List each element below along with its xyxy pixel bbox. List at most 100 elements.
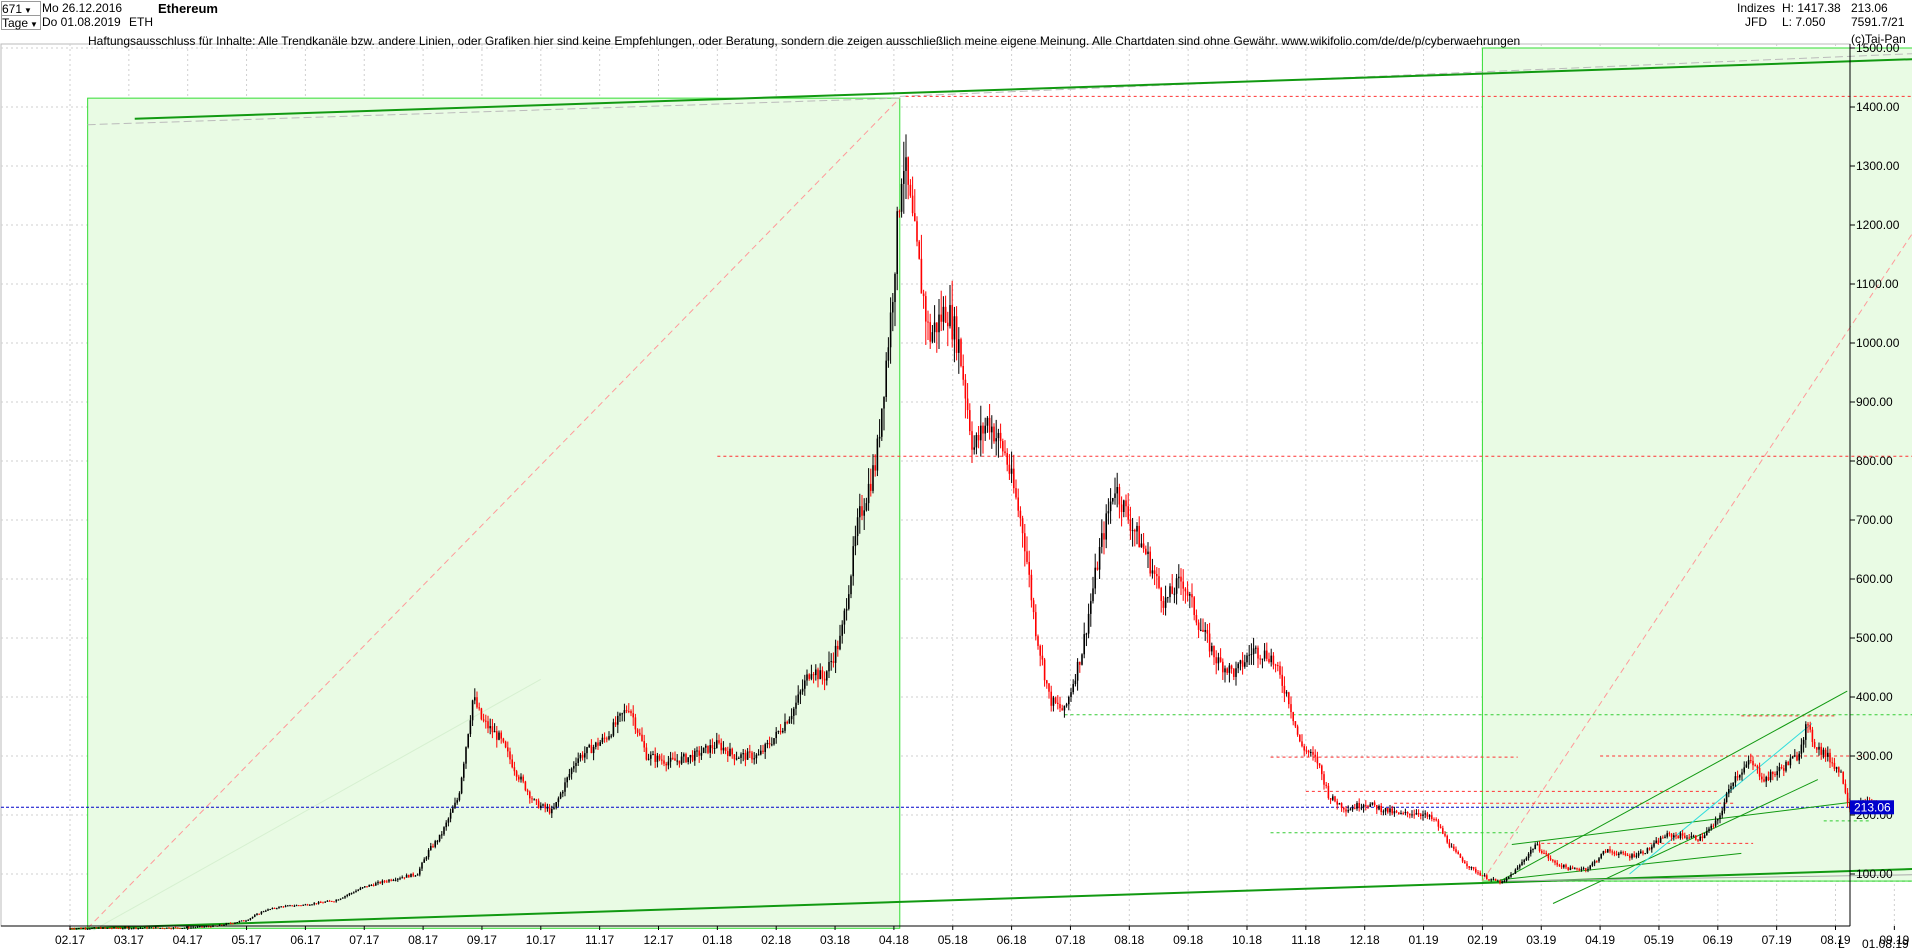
- candle-body: [1739, 774, 1741, 778]
- x-tick-label: 04.19: [1585, 933, 1615, 947]
- candle-body: [1776, 771, 1778, 776]
- current-date: 01.08.19: [1862, 937, 1909, 951]
- candle-body: [306, 904, 309, 906]
- candle-body: [1046, 680, 1048, 684]
- candle-body: [575, 762, 577, 767]
- candle-body: [1442, 828, 1444, 834]
- candle-body: [1318, 763, 1321, 766]
- interval-select[interactable]: Tage ▼: [1, 15, 41, 30]
- candle-body: [276, 908, 278, 910]
- candle-body: [368, 885, 370, 887]
- x-tick-label: 05.17: [232, 933, 262, 947]
- candle-body: [1767, 777, 1770, 781]
- candle-body: [1448, 842, 1451, 847]
- candle-body: [597, 742, 599, 746]
- y-tick-label: 300.00: [1856, 749, 1893, 763]
- candle-body: [71, 928, 73, 930]
- candle-body: [80, 928, 82, 930]
- candle-body: [577, 758, 579, 763]
- candle-body: [392, 879, 395, 881]
- candle-body: [1072, 684, 1074, 693]
- candle-body: [227, 923, 230, 925]
- candle-body: [1169, 586, 1171, 598]
- candle-body: [927, 321, 929, 323]
- candle-body: [900, 183, 903, 212]
- candle-body: [1279, 665, 1281, 675]
- candle-body: [1193, 597, 1195, 616]
- scale-mode[interactable]: L: [1838, 937, 1845, 951]
- candle-body: [245, 920, 247, 922]
- candle-body: [221, 924, 223, 926]
- candle-body: [284, 905, 287, 907]
- candle-body: [751, 752, 753, 760]
- candle-body: [1237, 663, 1239, 669]
- box-diagonal: [87, 97, 901, 929]
- candle-body: [183, 927, 186, 929]
- candle-body: [135, 927, 137, 929]
- candle-body: [735, 758, 738, 760]
- candle-body: [944, 306, 947, 323]
- candle-body: [982, 425, 984, 434]
- candle-body: [1400, 812, 1402, 814]
- candle-body: [1081, 654, 1083, 665]
- candle-body: [1534, 844, 1536, 849]
- candle-body: [1316, 756, 1319, 764]
- candle-body: [1246, 655, 1248, 663]
- candle-body: [1024, 533, 1026, 552]
- candle-body: [1206, 629, 1209, 634]
- candle-body: [947, 322, 949, 327]
- chevron-down-icon: ▼: [24, 6, 32, 15]
- candle-body: [639, 732, 641, 735]
- candle-body: [1475, 868, 1477, 873]
- candle-body: [687, 757, 689, 763]
- candle-body: [1312, 751, 1314, 755]
- candle-body: [1752, 760, 1754, 766]
- candle-body: [1585, 868, 1587, 870]
- candle-body: [535, 799, 538, 801]
- candle-body: [1576, 868, 1578, 870]
- candle-body: [427, 850, 430, 858]
- candle-body: [1314, 754, 1316, 757]
- candle-body: [707, 745, 709, 753]
- candle-body: [1565, 864, 1567, 868]
- candle-body: [953, 316, 956, 340]
- candle-body: [903, 170, 905, 184]
- candle-body: [1094, 567, 1096, 589]
- candle-body: [1545, 853, 1547, 855]
- x-tick-label: 11.17: [585, 933, 614, 947]
- bars-count-select[interactable]: 671 ▼: [1, 1, 41, 16]
- candle-body: [630, 711, 632, 714]
- candle-body: [634, 717, 637, 730]
- y-tick-label: 1000.00: [1856, 336, 1900, 350]
- candle-body: [326, 900, 329, 902]
- candle-body: [925, 296, 927, 322]
- candle-body: [476, 697, 478, 708]
- candle-body: [185, 927, 188, 929]
- candle-body: [986, 417, 989, 426]
- candle-body: [403, 877, 406, 879]
- candle-body: [174, 927, 177, 929]
- candle-body: [1523, 860, 1525, 862]
- candle-body: [1274, 664, 1277, 666]
- candle-body: [1785, 761, 1787, 771]
- candle-body: [238, 921, 241, 923]
- candle-body: [1833, 762, 1836, 769]
- candle-body: [1609, 849, 1611, 852]
- candle-body: [1569, 867, 1572, 870]
- candle-body: [1692, 835, 1695, 837]
- candle-body: [966, 398, 969, 411]
- candle-body: [1219, 657, 1222, 662]
- candle-body: [1512, 873, 1514, 875]
- candle-body: [1510, 874, 1512, 877]
- candle-body: [579, 754, 582, 759]
- candle-body: [1466, 863, 1468, 867]
- candle-body: [1556, 862, 1558, 865]
- candle-body: [1530, 849, 1532, 854]
- candle-body: [1384, 807, 1387, 812]
- candle-body: [1750, 760, 1752, 762]
- candle-body: [1477, 872, 1479, 874]
- candle-body: [1252, 648, 1255, 655]
- candle-body: [1085, 633, 1088, 635]
- candle-body: [1263, 650, 1266, 659]
